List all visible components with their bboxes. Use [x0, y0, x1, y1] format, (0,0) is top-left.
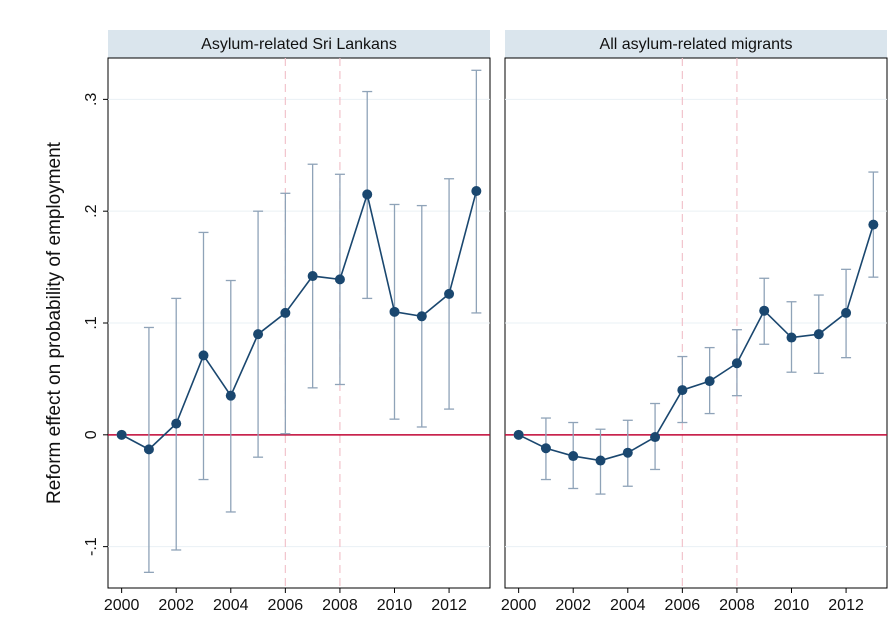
point [868, 219, 879, 230]
point [198, 350, 209, 361]
point [759, 305, 770, 316]
point [280, 307, 291, 318]
y-tick-label: -.1 [83, 537, 100, 556]
point [650, 432, 661, 443]
x-tick-label: 2010 [377, 597, 413, 614]
x-tick-label: 2000 [501, 597, 537, 614]
x-tick-label: 2006 [665, 597, 701, 614]
x-tick-label: 2004 [610, 597, 646, 614]
point [116, 429, 127, 440]
point [225, 390, 236, 401]
point [253, 329, 264, 340]
x-tick-label: 2008 [322, 597, 358, 614]
x-tick-label: 2000 [104, 597, 140, 614]
x-tick-label: 2012 [431, 597, 467, 614]
point [471, 186, 482, 197]
title-strip [505, 30, 887, 58]
point [841, 307, 852, 318]
point [444, 288, 455, 299]
point [704, 376, 715, 387]
point [731, 358, 742, 369]
x-tick-label: 2010 [774, 597, 810, 614]
panel-title: Asylum-related Sri Lankans [201, 36, 397, 53]
point [143, 444, 154, 455]
point [540, 443, 551, 454]
panel-title: All asylum-related migrants [600, 36, 793, 53]
point [416, 311, 427, 322]
point [513, 429, 524, 440]
x-tick-label: 2008 [719, 597, 755, 614]
point [334, 274, 345, 285]
point [677, 385, 688, 396]
x-tick-label: 2012 [828, 597, 864, 614]
x-tick-label: 2002 [158, 597, 194, 614]
point [389, 306, 400, 317]
y-axis-label: Reform effect on probability of employme… [44, 141, 65, 504]
point [362, 189, 373, 200]
point [622, 447, 633, 458]
x-tick-label: 2002 [555, 597, 591, 614]
point [171, 418, 182, 429]
y-tick-label: .3 [83, 93, 100, 106]
y-tick-label: .1 [83, 316, 100, 329]
point [307, 271, 318, 282]
y-tick-label: 0 [83, 430, 100, 439]
point [813, 329, 824, 340]
title-strip [108, 30, 490, 58]
y-tick-label: .2 [83, 204, 100, 217]
point [595, 455, 606, 466]
x-tick-label: 2004 [213, 597, 249, 614]
point [568, 451, 579, 462]
point [786, 332, 797, 343]
x-tick-label: 2006 [268, 597, 304, 614]
